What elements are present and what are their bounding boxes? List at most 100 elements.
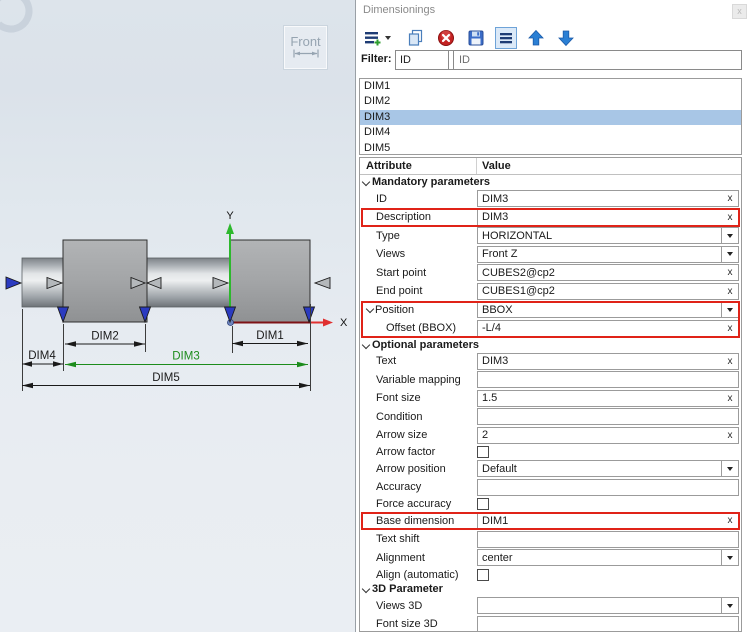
list-item-dim3[interactable]: DIM3 [360,109,741,126]
clear-button[interactable]: x [727,515,733,527]
attribute-table: Attribute Value Mandatory parameters ID DI… [359,157,742,632]
value-input[interactable]: DIM3 x [477,352,739,370]
value-input[interactable] [477,478,739,496]
section-row-3d-parameter[interactable]: 3D Parameter [360,582,741,597]
clear-button[interactable]: x [727,322,733,334]
clear-button[interactable]: x [727,392,733,404]
dropdown-button[interactable] [721,228,738,244]
attribute-row-arrow-factor: Arrow factor [360,445,741,460]
attribute-label: Force accuracy [376,498,452,510]
filter-field-value: ID [400,54,411,66]
chevron-down-icon[interactable] [385,36,391,40]
section-row-mandatory-parameters[interactable]: Mandatory parameters [360,175,741,190]
list-icon[interactable] [495,27,517,49]
value-cell [477,371,741,390]
value-input[interactable]: Default [477,460,739,478]
value-input[interactable]: DIM3 x [477,190,739,208]
value-input[interactable]: Front Z [477,245,739,263]
dropdown-button[interactable] [721,598,738,614]
constraint-markers[interactable] [5,276,331,324]
chevron-down-icon[interactable] [366,305,374,313]
viewport-3d[interactable]: Front [0,0,356,632]
panel-title: Dimensionings [363,4,436,16]
attribute-row-arrow-position: Arrow position Default [360,460,741,479]
attribute-row-base-dimension: Base dimension DIM1 x [360,511,741,531]
value-cell: Front Z [477,245,741,264]
attribute-row-font-size: Font size 1.5 x [360,389,741,408]
dimension-dim1[interactable]: DIM1 [232,330,308,347]
attribute-label: Views 3D [376,599,423,612]
dropdown-button[interactable] [721,246,738,262]
axis-y-label: Y [226,210,234,222]
clear-button[interactable]: x [727,211,733,223]
value-input[interactable] [477,408,739,426]
checkbox[interactable] [477,568,489,581]
value-cell: center [477,549,741,568]
attribute-label: Type [376,229,400,242]
value-text: HORIZONTAL [482,229,553,242]
value-text: CUBES1@cp2 [482,285,555,298]
dimension-dim3[interactable]: DIM3 [65,351,308,368]
checkbox[interactable] [477,498,489,510]
value-input[interactable]: -L/4 x [477,319,739,337]
dimension-dim4[interactable]: DIM4 [22,350,63,367]
list-item-dim4[interactable]: DIM4 [364,126,391,139]
dimension-dim2[interactable]: DIM2 [65,331,145,347]
attribute-row-description: Description DIM3 x [360,208,741,227]
list-item-dim5[interactable]: DIM5 [364,141,391,154]
attribute-table-body: Mandatory parameters ID DIM3 x Description DI… [360,175,741,631]
dimension-list[interactable]: DIM1 DIM2 DIM3 DIM4 DIM5 [359,78,742,155]
attribute-label: Text [376,355,397,368]
clear-button[interactable]: x [727,355,733,367]
section-label: 3D Parameter [372,583,443,596]
chevron-down-icon[interactable] [362,341,370,349]
value-input[interactable]: CUBES2@cp2 x [477,264,739,282]
attribute-row-id: ID DIM3 x [360,190,741,209]
value-input[interactable]: CUBES1@cp2 x [477,282,739,300]
clear-button[interactable]: x [727,193,733,205]
value-input[interactable]: 1.5 x [477,389,739,407]
value-input[interactable] [477,371,739,389]
arrow-down-icon[interactable] [555,27,577,49]
attribute-label: Description [376,211,432,224]
list-add-icon[interactable] [362,27,384,49]
checkbox[interactable] [477,446,489,458]
dropdown-button[interactable] [721,550,738,566]
close-icon[interactable]: x [732,4,747,19]
list-item-dim1[interactable]: DIM1 [364,80,391,92]
view-rosette-icon[interactable] [0,0,46,46]
value-input[interactable]: DIM1 x [477,512,739,530]
dimensionings-panel: Dimensionings x [357,0,750,632]
value-cell: CUBES2@cp2 x [477,264,741,283]
copy-icon[interactable] [405,27,427,49]
list-item-dim2[interactable]: DIM2 [364,95,391,108]
filter-query-input[interactable]: ID [453,50,742,70]
value-input[interactable]: HORIZONTAL [477,227,739,245]
dimension-dim5[interactable]: DIM5 [22,372,310,389]
value-input[interactable] [477,615,739,631]
value-cell [477,497,741,512]
save-icon[interactable] [465,27,487,49]
value-input[interactable]: BBOX [477,301,739,319]
clear-button[interactable]: x [727,429,733,441]
delete-icon[interactable] [435,27,457,49]
dropdown-button[interactable] [721,302,738,318]
value-input[interactable] [477,530,739,548]
value-input[interactable] [477,597,739,615]
attribute-row-align-automatic: Align (automatic) [360,567,741,582]
value-input[interactable]: center [477,549,739,567]
clear-button[interactable]: x [727,267,733,279]
clear-button[interactable]: x [727,285,733,297]
chevron-down-icon[interactable] [362,585,370,593]
attribute-label: Font size 3D [376,618,438,631]
grip-gray-2b [145,276,162,290]
arrow-up-icon[interactable] [525,27,547,49]
chevron-down-icon[interactable] [362,178,370,186]
dropdown-button[interactable] [721,461,738,477]
front-view-button[interactable]: Front [283,25,328,70]
value-cell [477,445,741,460]
section-row-optional-parameters[interactable]: Optional parameters [360,338,741,353]
value-cell [477,478,741,497]
value-input[interactable]: DIM3 x [477,208,739,226]
